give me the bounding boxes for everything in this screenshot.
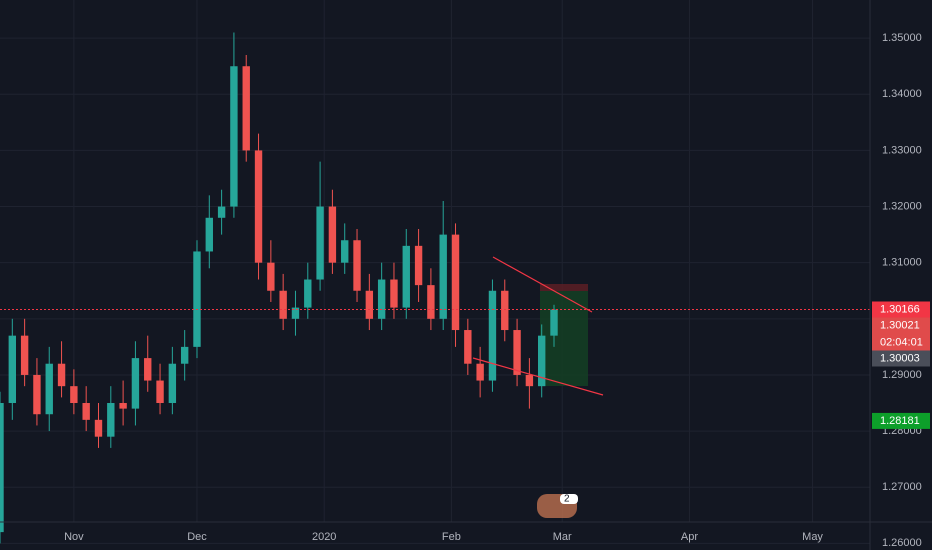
price-label: 1.30021 bbox=[880, 319, 920, 331]
candle-body bbox=[193, 251, 201, 347]
candle-body bbox=[365, 290, 374, 319]
candle-body bbox=[267, 262, 275, 291]
y-tick-label: 1.34000 bbox=[882, 88, 922, 100]
x-tick-label: Mar bbox=[553, 531, 572, 543]
x-tick-label: Nov bbox=[64, 531, 84, 543]
candle-body bbox=[476, 363, 484, 381]
target-zone bbox=[540, 291, 588, 386]
badge-count: 2 bbox=[564, 494, 570, 505]
y-tick-label: 1.33000 bbox=[882, 144, 922, 156]
y-tick-label: 1.35000 bbox=[882, 32, 922, 44]
candle-body bbox=[180, 346, 189, 364]
candle-body bbox=[439, 234, 447, 319]
candle-body bbox=[427, 285, 435, 319]
candle-body bbox=[377, 279, 386, 319]
price-label-bg bbox=[872, 301, 930, 318]
candle-body bbox=[57, 363, 66, 387]
y-tick-label: 1.32000 bbox=[882, 200, 922, 212]
y-tick-label: 1.27000 bbox=[882, 481, 922, 493]
price-label-bg bbox=[872, 412, 930, 429]
candle-body bbox=[390, 279, 398, 308]
candle-body bbox=[230, 66, 238, 207]
candle-body bbox=[20, 335, 29, 375]
x-tick-label: 2020 bbox=[312, 531, 336, 543]
candle-body bbox=[8, 335, 17, 404]
x-tick-label: Dec bbox=[187, 531, 207, 543]
candle-body bbox=[538, 335, 546, 387]
price-label-bg bbox=[872, 317, 930, 351]
candle-body bbox=[45, 363, 53, 415]
candle-body bbox=[353, 240, 361, 291]
candles bbox=[0, 32, 870, 544]
candle-body bbox=[341, 240, 349, 263]
candle-body bbox=[205, 217, 213, 252]
candle-body bbox=[279, 290, 287, 319]
candle-body bbox=[0, 403, 4, 533]
trend-line bbox=[472, 357, 604, 396]
candle-body bbox=[82, 403, 90, 420]
candle-body bbox=[242, 66, 250, 151]
candle-body bbox=[168, 363, 177, 404]
price-label: 1.30166 bbox=[880, 303, 920, 315]
badge-count-bg bbox=[560, 494, 578, 504]
trend-line bbox=[492, 256, 593, 313]
candle-body bbox=[131, 358, 140, 409]
candle-body bbox=[144, 358, 152, 381]
candle-body bbox=[525, 374, 534, 387]
candle-body bbox=[328, 206, 337, 263]
price-label: 1.30003 bbox=[880, 352, 920, 364]
candle-body bbox=[488, 290, 497, 381]
price-label-bg bbox=[872, 350, 930, 367]
x-tick-label: Apr bbox=[681, 531, 698, 543]
candle-body bbox=[107, 403, 115, 437]
candle-body bbox=[550, 309, 558, 336]
candle-body bbox=[119, 403, 127, 409]
badge: 2 bbox=[537, 494, 578, 518]
candle-body bbox=[451, 234, 460, 331]
candle-body bbox=[33, 374, 41, 415]
x-tick-label: Feb bbox=[442, 531, 461, 543]
axis-labels: 1.260001.270001.280001.290001.300001.310… bbox=[64, 32, 930, 549]
y-tick-label: 1.31000 bbox=[882, 257, 922, 269]
x-tick-label: May bbox=[802, 531, 823, 543]
countdown: 02:04:01 bbox=[880, 336, 923, 348]
stop-zone bbox=[540, 284, 588, 291]
candle-body bbox=[501, 290, 509, 331]
candle-body bbox=[414, 245, 423, 286]
candle-body bbox=[291, 307, 300, 319]
y-tick-label: 1.26000 bbox=[882, 537, 922, 549]
y-tick-label: 1.29000 bbox=[882, 369, 922, 381]
candle-body bbox=[402, 245, 410, 308]
candle-body bbox=[70, 386, 78, 404]
grid bbox=[0, 0, 870, 544]
candle-body bbox=[316, 206, 324, 280]
candle-body bbox=[254, 150, 263, 263]
candle-body bbox=[513, 330, 521, 375]
candle-body bbox=[464, 330, 472, 364]
candle-body bbox=[217, 206, 226, 218]
candle-body bbox=[304, 279, 312, 308]
price-label: 1.28181 bbox=[880, 415, 920, 427]
candle-body bbox=[156, 380, 164, 404]
candle-body bbox=[94, 419, 103, 437]
